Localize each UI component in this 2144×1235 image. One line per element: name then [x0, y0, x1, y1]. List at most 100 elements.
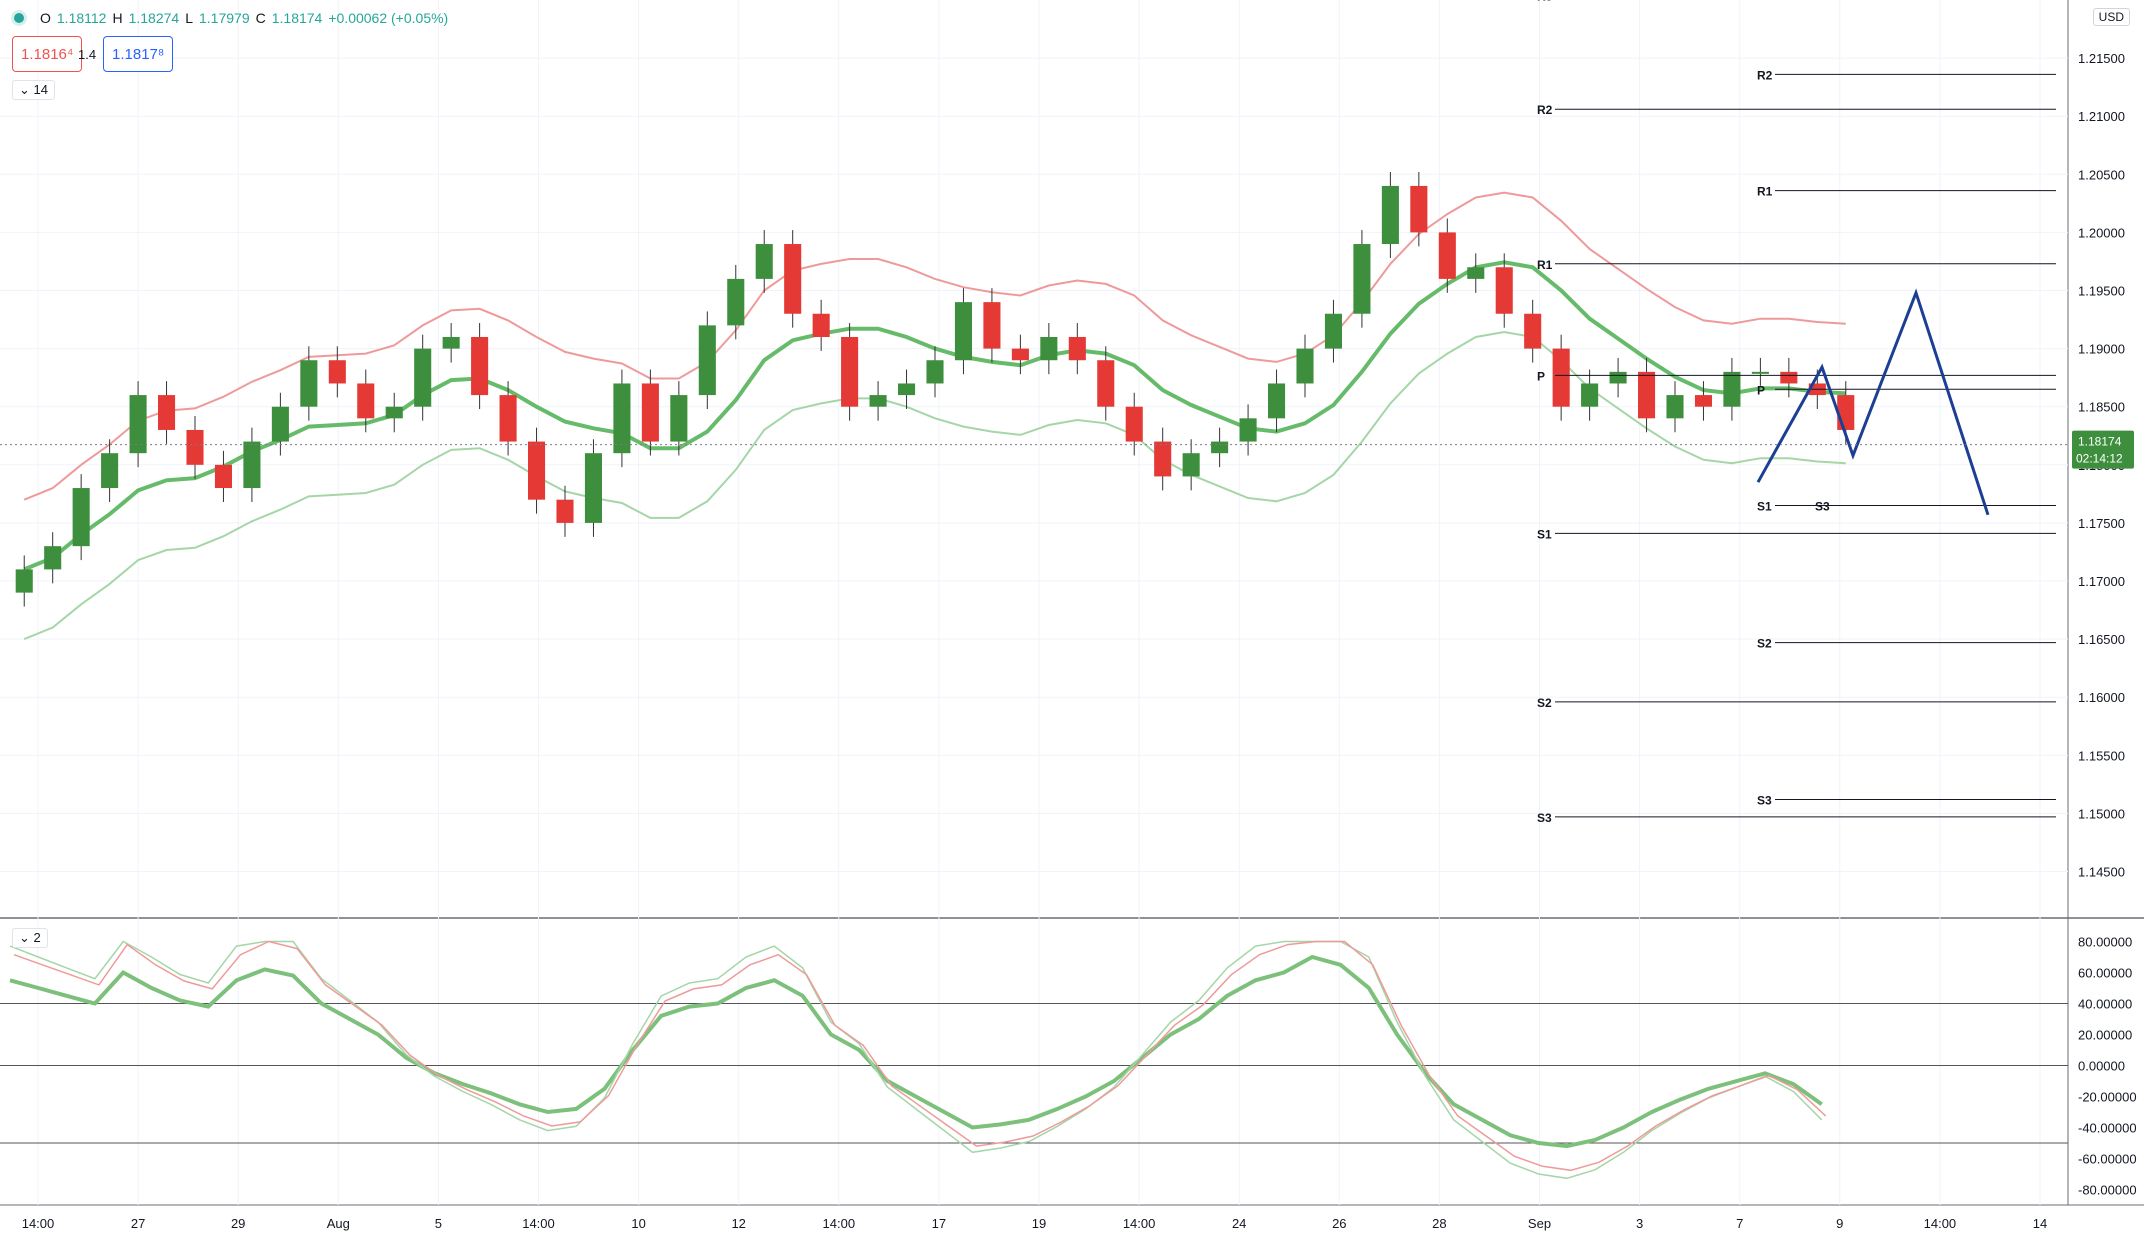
candle-body [1694, 395, 1712, 407]
high-value: 1.18274 [128, 10, 180, 26]
countdown-value: 02:14:12 [2076, 452, 2123, 466]
oscillator-signal-line [9, 940, 1823, 1180]
projection-path [1756, 288, 1990, 516]
candle-body [129, 395, 147, 454]
candle-body [1097, 360, 1115, 407]
candle-body [698, 325, 716, 396]
ohlc-legend: O 1.18112 H 1.18274 L 1.17979 C 1.18174 +0.0… [14, 10, 448, 26]
pivot-label: R3 [1537, 0, 1553, 3]
time-tick-label: 12 [731, 1216, 745, 1231]
pivot-label: P [1757, 383, 1765, 397]
candle-body [158, 395, 176, 430]
pivot-levels: R3 R2 R2 R1 R1 P P S1 S1 S2 S2 S3 S3 S3 [1537, 0, 2056, 825]
price-tick-label: 1.19000 [2078, 342, 2125, 357]
price-tick-label: 1.18500 [2078, 400, 2125, 415]
candles [15, 171, 1855, 607]
candle-body [1467, 267, 1485, 279]
high-label: H [112, 10, 123, 26]
pivot-label: S3 [1757, 793, 1772, 807]
time-tick-label: 24 [1232, 1216, 1246, 1231]
change-value: +0.00062 (+0.05%) [328, 10, 449, 26]
oscillator-slow-line [13, 940, 1827, 1172]
candle-body [1524, 313, 1542, 349]
bollinger-bands [23, 191, 1846, 641]
time-tick-label: 10 [631, 1216, 645, 1231]
upper-band [23, 191, 1846, 501]
candle-body [414, 348, 432, 407]
price-tick-label: 1.21500 [2078, 51, 2125, 66]
pivot-label: P [1537, 369, 1545, 383]
osc-tick-label: -20.00000 [2078, 1090, 2137, 1105]
time-tick-label: 17 [932, 1216, 946, 1231]
price-tick-label: 1.16000 [2078, 690, 2125, 705]
candle-body [812, 313, 830, 337]
candle-body [1381, 185, 1399, 245]
price-tick-label: 1.20500 [2078, 167, 2125, 182]
time-tick-label: 14:00 [522, 1216, 555, 1231]
candle-body [556, 499, 574, 523]
main-pane-count: 14 [33, 82, 48, 97]
time-tick-label: 26 [1332, 1216, 1346, 1231]
osc-tick-label: 40.00000 [2078, 997, 2132, 1012]
candle-body [983, 302, 1001, 349]
candle-body [1581, 383, 1599, 407]
price-tick-label: 1.15000 [2078, 806, 2125, 821]
price-tick-label: 1.16500 [2078, 632, 2125, 647]
chart-grid [0, 0, 2144, 1206]
candle-body [44, 546, 62, 570]
candle-body [784, 244, 802, 314]
candle-body [442, 336, 460, 349]
candle-body [214, 464, 232, 489]
pivot-label: S3 [1537, 811, 1552, 825]
candle-body [727, 278, 745, 326]
time-tick-label: 7 [1736, 1216, 1743, 1231]
osc-tick-label: 80.00000 [2078, 935, 2132, 950]
time-tick-label: 27 [131, 1216, 145, 1231]
price-tick-label: 1.20000 [2078, 225, 2125, 240]
candle-body [641, 383, 659, 442]
open-label: O [40, 10, 51, 26]
candle-body [1638, 371, 1656, 419]
pivot-label: S2 [1537, 696, 1552, 710]
osc-tick-label: -60.00000 [2078, 1152, 2137, 1167]
oscillator-pane-toggle[interactable]: ⌄ 2 [12, 928, 48, 948]
candle-body [1211, 441, 1229, 454]
sell-button[interactable]: 1.1816⁴ [12, 36, 83, 72]
candle-body [584, 453, 602, 523]
buy-button[interactable]: 1.1817⁸ [103, 36, 174, 72]
candle-body [15, 569, 33, 593]
candle-body [841, 336, 859, 407]
candle-body [271, 406, 289, 442]
current-price-value: 1.18174 [2078, 435, 2122, 449]
candle-body [926, 360, 944, 384]
projection-line [1756, 288, 1990, 516]
main-pane-toggle[interactable]: ⌄ 14 [12, 80, 55, 100]
time-tick-label: Aug [327, 1216, 350, 1231]
candle-body [1495, 267, 1513, 314]
currency-label[interactable]: USD [2092, 8, 2130, 26]
time-tick-label: 14:00 [22, 1216, 55, 1231]
candle-body [1239, 418, 1257, 442]
pivot-label: S3 [1815, 499, 1830, 513]
pivot-label: R1 [1757, 185, 1773, 199]
candle-body [72, 488, 90, 547]
price-tick-label: 1.15500 [2078, 748, 2125, 763]
candle-body [1011, 348, 1029, 361]
price-tick-label: 1.19500 [2078, 284, 2125, 299]
time-tick-label: 29 [231, 1216, 245, 1231]
osc-pane-count: 2 [33, 930, 41, 945]
low-label: L [185, 10, 193, 26]
candle-body [1182, 453, 1200, 477]
candle-body [1780, 371, 1798, 384]
candle-body [328, 360, 346, 384]
candle-body [243, 441, 261, 489]
time-tick-label: Sep [1528, 1216, 1551, 1231]
osc-tick-label: 60.00000 [2078, 966, 2132, 981]
candle-body [613, 383, 631, 454]
time-tick-label: 9 [1836, 1216, 1843, 1231]
candle-body [186, 429, 204, 465]
candle-body [1666, 395, 1684, 419]
candle-body [1837, 395, 1855, 430]
candle-body [499, 395, 517, 442]
